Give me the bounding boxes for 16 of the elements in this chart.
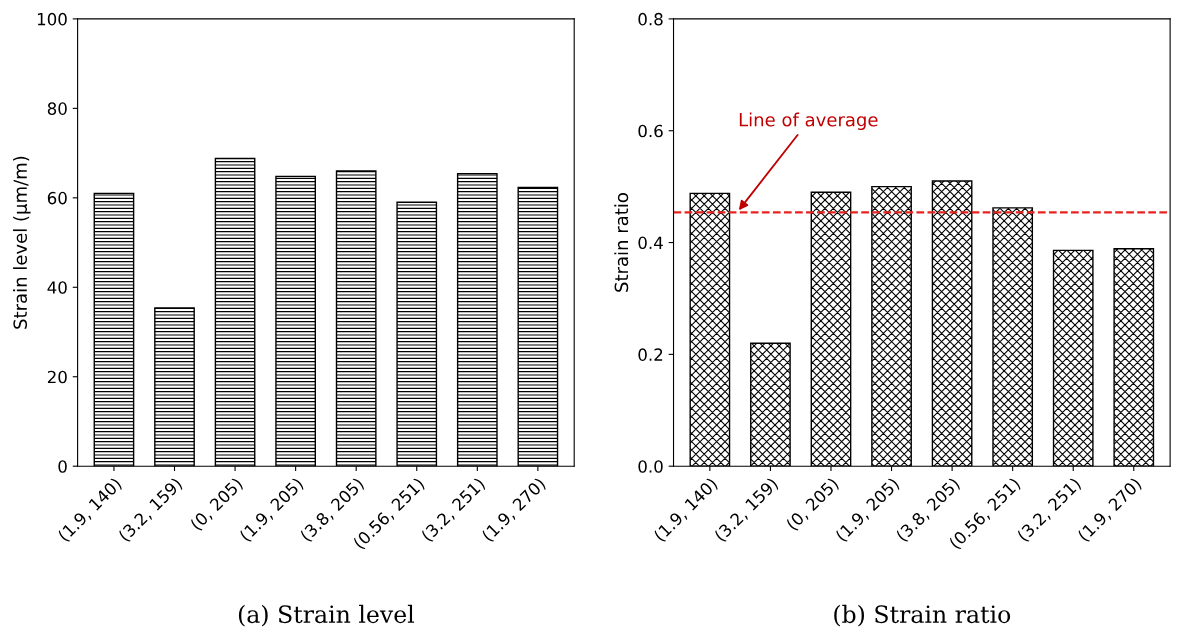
text: (a) Strain level <box>238 604 415 627</box>
y-tick-label: 40 <box>47 281 67 294</box>
y-axis-title: Strain ratio <box>614 193 629 292</box>
text: (b) Strain ratio <box>834 604 1011 627</box>
y-tick-label: 0.8 <box>638 12 663 26</box>
y-tick-label: 0.2 <box>638 348 663 361</box>
y-tick-label: 100 <box>37 12 67 26</box>
y-tick-label: 0.0 <box>638 460 663 473</box>
y-tick-label: 20 <box>47 370 67 384</box>
y-tick-label: 0.6 <box>638 124 663 138</box>
ref-line-label: Line of average <box>739 112 878 131</box>
y-axis-title: Strain level (µm/m) <box>13 156 31 329</box>
y-tick-label: 80 <box>47 102 67 115</box>
y-tick-label: 60 <box>47 191 67 205</box>
y-tick-label: 0.4 <box>638 236 663 250</box>
y-tick-label: 0 <box>58 460 67 473</box>
